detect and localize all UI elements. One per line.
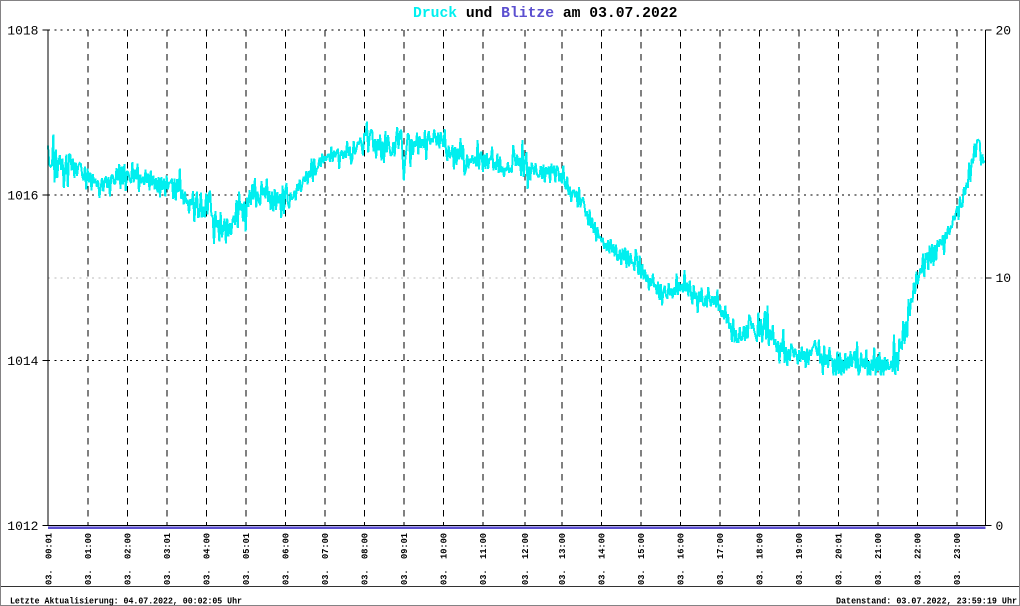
svg-text:03. 17:00: 03. 17:00 — [715, 533, 726, 585]
svg-text:03. 12:00: 03. 12:00 — [520, 533, 531, 585]
svg-text:03. 20:01: 03. 20:01 — [834, 533, 845, 585]
svg-text:1014: 1014 — [7, 354, 38, 369]
svg-text:03. 10:00: 03. 10:00 — [439, 533, 450, 585]
svg-text:1012: 1012 — [7, 519, 38, 534]
svg-text:20: 20 — [996, 24, 1012, 39]
svg-text:03. 06:00: 03. 06:00 — [281, 533, 292, 585]
svg-text:03. 21:00: 03. 21:00 — [873, 533, 884, 585]
svg-text:Letzte Aktualisierung: 04.07.2: Letzte Aktualisierung: 04.07.2022, 00:02… — [10, 596, 242, 606]
svg-text:03. 07:00: 03. 07:00 — [320, 533, 331, 585]
svg-text:03. 14:00: 03. 14:00 — [597, 533, 608, 585]
svg-text:Druck und Blitze am 03.07.2022: Druck und Blitze am 03.07.2022 — [413, 6, 677, 22]
svg-text:03. 11:00: 03. 11:00 — [478, 533, 489, 585]
svg-text:10: 10 — [996, 271, 1012, 286]
svg-text:1016: 1016 — [7, 189, 38, 204]
svg-text:03. 13:00: 03. 13:00 — [557, 533, 568, 585]
svg-text:03. 05:01: 03. 05:01 — [241, 533, 252, 585]
svg-text:03. 00:01: 03. 00:01 — [44, 533, 55, 585]
svg-text:03. 19:00: 03. 19:00 — [794, 533, 805, 585]
svg-text:03. 23:00: 03. 23:00 — [952, 533, 963, 585]
svg-text:Datenstand: 03.07.2022, 23:59:: Datenstand: 03.07.2022, 23:59:19 Uhr — [836, 596, 1017, 606]
svg-text:03. 04:00: 03. 04:00 — [202, 533, 213, 585]
svg-text:03. 02:00: 03. 02:00 — [123, 533, 134, 585]
svg-text:03. 18:00: 03. 18:00 — [755, 533, 766, 585]
svg-text:03. 09:01: 03. 09:01 — [399, 533, 410, 585]
svg-text:03. 01:00: 03. 01:00 — [83, 533, 94, 585]
svg-text:1018: 1018 — [7, 24, 38, 39]
svg-text:03. 16:00: 03. 16:00 — [676, 533, 687, 585]
svg-text:03. 22:00: 03. 22:00 — [913, 533, 924, 585]
svg-text:03. 08:00: 03. 08:00 — [360, 533, 371, 585]
svg-text:03. 03:01: 03. 03:01 — [162, 533, 173, 585]
svg-text:03. 15:00: 03. 15:00 — [636, 533, 647, 585]
svg-text:0: 0 — [996, 519, 1004, 534]
